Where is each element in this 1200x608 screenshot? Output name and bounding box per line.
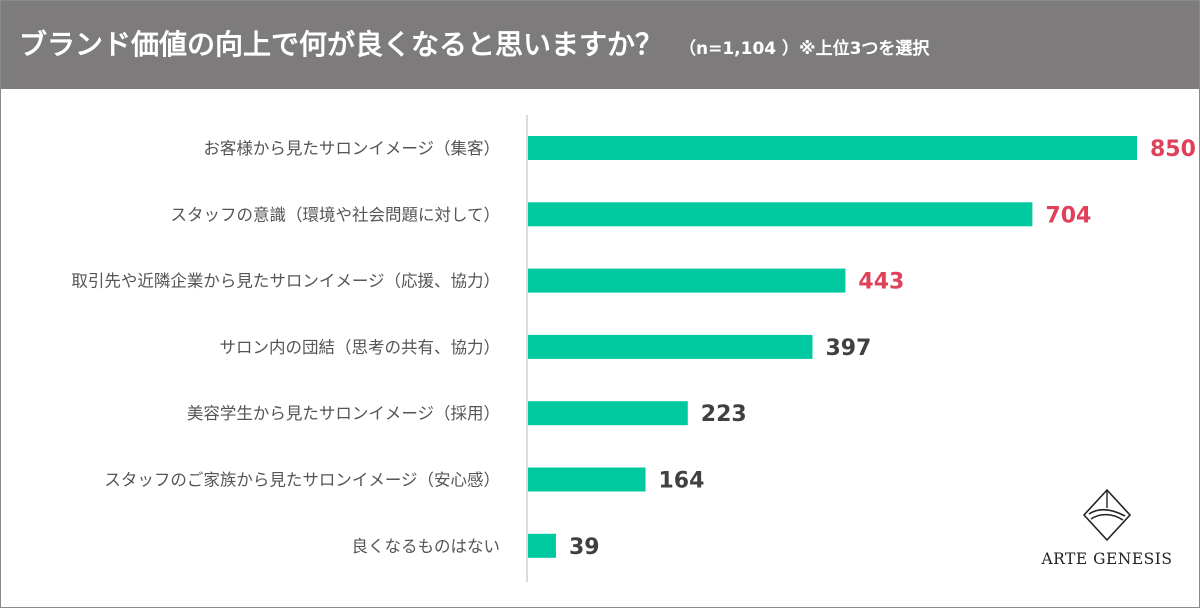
category-label: 良くなるものはない [352,537,501,556]
bar [528,334,813,359]
category-label: お客様から見たサロンイメージ（集客） [203,139,500,158]
value-label: 443 [858,270,904,295]
chart-title: ブランド価値の向上で何が良くなると思いますか？ [19,28,664,61]
category-label: サロン内の団結（思考の共有、協力） [220,338,501,357]
bars-group: お客様から見たサロンイメージ（集客） 850 スタッフの意識（環境や社会問題に対して… [71,136,1196,560]
category-label: 取引先や近隣企業から見たサロンイメージ（応援、協力） [71,272,500,291]
bar [528,533,556,558]
brand-logo: ARTE GENESIS [1032,488,1182,578]
bar [528,467,646,492]
value-label: 850 [1150,137,1196,162]
category-label: スタッフのご家族から見たサロンイメージ（安心感） [104,471,500,490]
value-label: 397 [825,336,871,361]
header-bar: ブランド価値の向上で何が良くなると思いますか？ （n=1,104 ）※上位3つを… [1,1,1199,89]
brand-logo-text: ARTE GENESIS [1041,550,1173,568]
value-label: 164 [659,469,705,494]
bar [528,136,1137,160]
value-label: 39 [569,535,600,560]
chart-subtitle: （n=1,104 ）※上位3つを選択 [679,39,930,59]
value-label: 704 [1045,203,1091,228]
bar [528,202,1033,227]
bar [528,401,688,426]
arte-genesis-emblem-icon [1082,488,1132,542]
category-label: スタッフの意識（環境や社会問題に対して） [170,205,500,224]
value-label: 223 [701,402,747,427]
category-label: 美容学生から見たサロンイメージ（採用） [187,404,500,423]
bar [528,268,846,293]
